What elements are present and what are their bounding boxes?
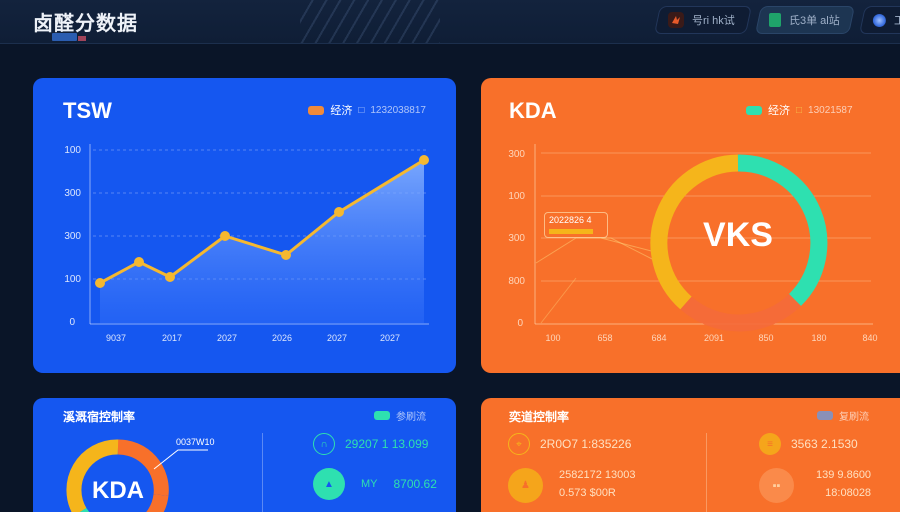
legend-label: 复刷流 xyxy=(839,412,869,423)
kda-legend[interactable]: 经济 □ 13021587 xyxy=(746,102,853,118)
kda-card-title: KDA xyxy=(509,98,557,123)
donut-center-label: KDA xyxy=(92,477,144,504)
user-group-icon: ▲ xyxy=(313,468,345,500)
tsw-area-chart: 100 300 300 100 0 9037 2017 2027 2026 20… xyxy=(64,144,429,343)
grid-icon: ▪▪ xyxy=(759,468,794,503)
header-button-1[interactable]: 号ri hk试 xyxy=(654,6,752,34)
tsw-legend[interactable]: 经济 □ 1232038817 xyxy=(308,102,426,118)
header-button-1-label: 号ri hk试 xyxy=(692,15,735,27)
y-tick: 300 xyxy=(64,188,81,199)
stat-value: 2R0O7 1:835226 xyxy=(540,437,632,451)
svg-text:684: 684 xyxy=(651,333,666,343)
donut-callout: 0037W10 xyxy=(176,437,215,447)
legend-swatch xyxy=(746,105,762,115)
header-button-2[interactable]: 氏3单 al站 xyxy=(755,6,855,34)
svg-text:2091: 2091 xyxy=(704,333,724,343)
divider xyxy=(262,433,263,512)
stat-row: ▲ MY 8700.62 xyxy=(313,468,437,500)
legend-label: 经济 xyxy=(768,105,790,117)
location-icon: ⌖ xyxy=(508,433,530,455)
kda-tooltip: 2022826 4 xyxy=(544,212,608,238)
svg-text:800: 800 xyxy=(508,276,525,287)
list-icon: ≡ xyxy=(759,433,781,455)
control-legend[interactable]: 复刷流 xyxy=(817,408,869,423)
app-icon xyxy=(769,13,781,27)
header-button-3[interactable]: 工 xyxy=(859,6,900,34)
legend-box: □ xyxy=(358,104,365,116)
tsw-card-title: TSW xyxy=(63,98,112,123)
svg-text:9037: 9037 xyxy=(106,333,126,343)
stat-value: 29207 1 13.099 xyxy=(345,437,429,451)
y-tick: 100 xyxy=(64,274,81,285)
svg-text:2027: 2027 xyxy=(217,333,237,343)
svg-text:0: 0 xyxy=(517,318,523,329)
person-icon: ♟ xyxy=(508,468,543,503)
top-header: 卤醛分数据 号ri hk试 氏3单 al站 工 xyxy=(0,0,900,44)
donut-center-label: VKS xyxy=(703,216,773,254)
control-rate-card-blue: 溪溉宿控制率 参刷流 KDA 0037W10 ∩ 29207 1 13.099 … xyxy=(33,398,456,512)
kda-donut-chart: KDA 0037W10 xyxy=(66,437,215,512)
stat-prefix: MY xyxy=(361,478,378,490)
svg-text:300: 300 xyxy=(508,233,525,244)
legend-value: 13021587 xyxy=(808,104,853,116)
tooltip-bar xyxy=(549,229,593,234)
headset-icon: ∩ xyxy=(313,433,335,455)
svg-text:300: 300 xyxy=(508,149,525,160)
control-card-title: 奕道控制率 xyxy=(509,410,570,424)
page-title: 卤醛分数据 xyxy=(33,11,138,35)
legend-label: 参刷流 xyxy=(396,412,426,423)
svg-text:658: 658 xyxy=(597,333,612,343)
svg-text:100: 100 xyxy=(508,191,525,202)
control-legend[interactable]: 参刷流 xyxy=(374,408,426,423)
stat-row: ≡ 3563 2.1530 xyxy=(759,433,858,455)
title-accent-bar xyxy=(52,33,77,41)
stat-line: 18:08028 xyxy=(825,487,872,499)
stat-lines: 2582172 13003 0.573 $00R xyxy=(559,466,635,502)
kda-chart-card: KDA 经济 □ 13021587 300 100 300 800 0 xyxy=(481,78,900,373)
legend-swatch xyxy=(374,411,390,420)
header-button-2-label: 氏3单 al站 xyxy=(789,15,840,27)
globe-icon xyxy=(873,13,886,27)
tsw-chart-card: TSW 经济 □ 1232038817 100 300 300 100 0 xyxy=(33,78,456,373)
kda-chart: 300 100 300 800 0 VKS 100 658 684 2091 8… xyxy=(508,144,878,343)
stat-line: 139 9.8600 xyxy=(816,469,872,481)
stat-line: 2582172 13003 xyxy=(559,469,636,481)
svg-text:2027: 2027 xyxy=(327,333,347,343)
flame-icon xyxy=(668,12,684,28)
title-accent-bar-secondary xyxy=(78,36,86,41)
svg-text:2026: 2026 xyxy=(272,333,292,343)
y-tick: 100 xyxy=(64,145,81,156)
legend-label: 经济 xyxy=(330,105,353,117)
stat-lines: 139 9.8600 18:08028 xyxy=(816,466,871,502)
svg-text:2017: 2017 xyxy=(162,333,182,343)
header-decoration xyxy=(300,0,440,43)
stat-value: 8700.62 xyxy=(393,477,437,491)
control-rate-card-orange: 奕道控制率 复刷流 ⌖ 2R0O7 1:835226 ♟ 2582172 130… xyxy=(481,398,900,512)
stat-row: ∩ 29207 1 13.099 xyxy=(313,433,428,455)
legend-value: 1232038817 xyxy=(370,104,426,116)
control-card-title: 溪溉宿控制率 xyxy=(63,410,136,424)
svg-text:850: 850 xyxy=(758,333,773,343)
legend-swatch xyxy=(308,105,325,115)
svg-text:2027: 2027 xyxy=(380,333,400,343)
stat-row: ⌖ 2R0O7 1:835226 xyxy=(508,433,631,455)
svg-text:180: 180 xyxy=(811,333,826,343)
legend-box: □ xyxy=(796,104,803,116)
divider xyxy=(706,433,707,512)
y-tick: 300 xyxy=(64,231,81,242)
svg-text:100: 100 xyxy=(545,333,560,343)
stat-value: 3563 2.1530 xyxy=(791,437,858,451)
stat-line: 0.573 $00R xyxy=(559,487,616,499)
header-button-3-label: 工 xyxy=(894,15,900,27)
legend-swatch xyxy=(817,411,833,420)
svg-text:840: 840 xyxy=(862,333,877,343)
y-tick: 0 xyxy=(69,317,75,328)
tooltip-text: 2022826 4 xyxy=(549,215,592,225)
